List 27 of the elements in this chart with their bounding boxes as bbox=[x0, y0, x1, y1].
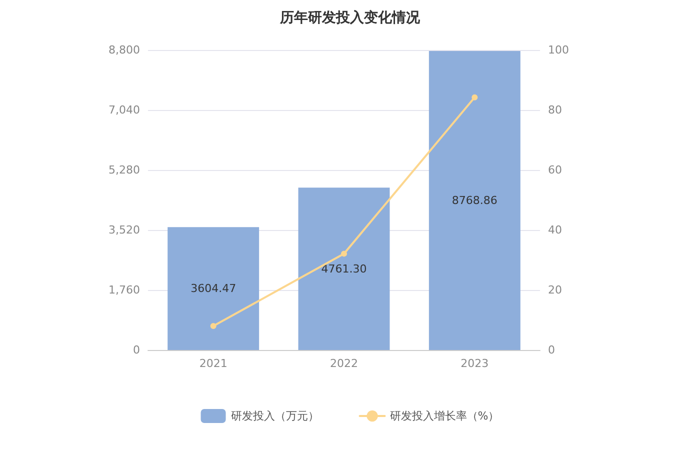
y-tick-label: 8,800 bbox=[108, 44, 140, 56]
bar bbox=[168, 227, 260, 350]
y-tick-label: 5,280 bbox=[108, 164, 140, 176]
bar bbox=[428, 51, 520, 350]
y2-tick-label: 80 bbox=[548, 104, 562, 116]
legend-label: 研发投入增长率（%） bbox=[390, 410, 500, 422]
y-tick-label: 0 bbox=[133, 344, 140, 356]
bar bbox=[298, 188, 390, 350]
point bbox=[210, 323, 216, 329]
legend-label: 研发投入（万元） bbox=[230, 410, 319, 422]
point bbox=[472, 94, 478, 100]
y2-tick-label: 100 bbox=[548, 44, 569, 56]
x-tick-label: 2022 bbox=[330, 357, 358, 370]
y-tick-label: 7,040 bbox=[108, 104, 140, 116]
x-tick-label: 2021 bbox=[199, 357, 228, 370]
point bbox=[341, 250, 347, 257]
y2-tick-label: 60 bbox=[548, 164, 562, 176]
y-tick-label: 1,760 bbox=[108, 284, 140, 296]
y2-tick-label: 0 bbox=[548, 344, 555, 356]
chart-title: 历年研发投入变化情况 bbox=[279, 9, 421, 26]
data-label: 3604.47 bbox=[190, 282, 236, 296]
x-tick-label: 2023 bbox=[460, 357, 489, 370]
y-tick-label: 3,520 bbox=[108, 224, 140, 236]
y2-tick-label: 20 bbox=[548, 284, 562, 296]
data-label: 8768.86 bbox=[452, 194, 498, 208]
data-label: 4761.30 bbox=[321, 262, 367, 276]
y2-tick-label: 40 bbox=[548, 224, 562, 236]
